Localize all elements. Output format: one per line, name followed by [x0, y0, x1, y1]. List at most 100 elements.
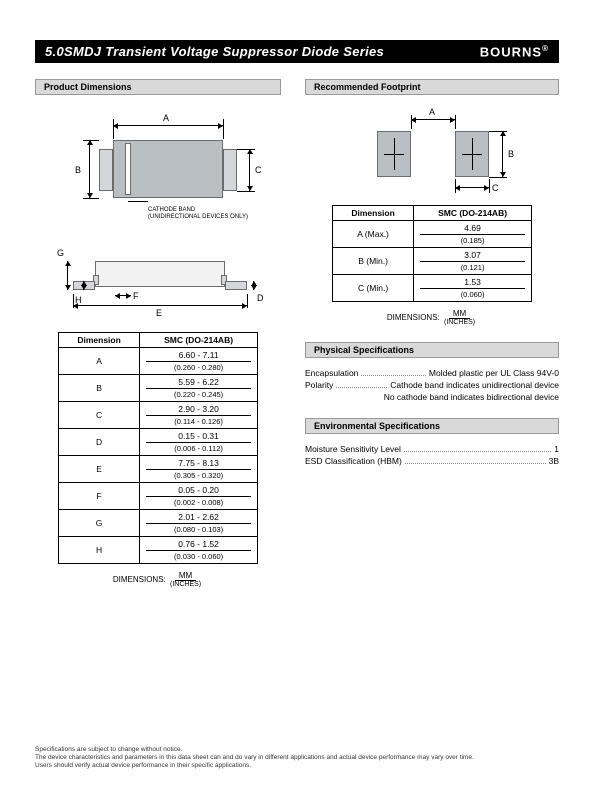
val-in: (0.030 - 0.060): [146, 550, 251, 561]
cell-val: 5.59 - 6.22(0.220 - 0.245): [140, 375, 258, 402]
dim-label-a: A: [163, 113, 169, 123]
section-env-specs: Environmental Specifications: [305, 418, 559, 434]
table-row: B (Min.)3.07(0.121): [333, 248, 532, 275]
table-row: A (Max.)4.69(0.185): [333, 221, 532, 248]
ext-line: [247, 294, 248, 308]
section-recommended-footprint: Recommended Footprint: [305, 79, 559, 95]
dim-label-f: F: [133, 291, 139, 301]
cell-dim: F: [59, 483, 140, 510]
dim-arrow-g: [67, 261, 68, 290]
cell-val: 2.90 - 3.20(0.114 - 0.126): [140, 402, 258, 429]
table-row: D0.15 - 0.31(0.006 - 0.112): [59, 429, 258, 456]
footer-line: The device characteristics and parameter…: [35, 754, 559, 762]
cell-dim: B: [59, 375, 140, 402]
dim-arrow-b: [89, 140, 90, 198]
pkg-lead: [223, 149, 237, 191]
dim-arrow-f: [115, 295, 131, 296]
unit-in: (INCHES): [442, 319, 477, 326]
dim-unit-fraction: MM (INCHES): [442, 310, 477, 326]
datasheet-page: 5.0SMDJ Transient Voltage Suppressor Dio…: [0, 0, 594, 608]
dim-arrow-a: [113, 125, 223, 126]
spec-row: EncapsulationMolded plastic per UL Class…: [305, 368, 559, 378]
dim-label-g: G: [57, 248, 64, 258]
table-row: C2.90 - 3.20(0.114 - 0.126): [59, 402, 258, 429]
footprint-diagram: A B C: [332, 105, 532, 195]
val-in: (0.305 - 0.320): [146, 469, 251, 480]
dim-label-fp-b: B: [508, 149, 514, 159]
cell-dim: B (Min.): [333, 248, 414, 275]
cell-val: 4.69(0.185): [414, 221, 532, 248]
val-mm: 1.53: [420, 277, 525, 287]
cell-dim: D: [59, 429, 140, 456]
side-lead: [225, 281, 247, 290]
cell-dim: E: [59, 456, 140, 483]
val-in: (0.121): [420, 261, 525, 272]
footer-line: Specifications are subject to change wit…: [35, 746, 559, 754]
ext-line: [223, 119, 224, 139]
brand-logo: BOURNS®: [480, 44, 549, 59]
spec-label: Moisture Sensitivity Level: [305, 444, 401, 454]
footprint-pad: [377, 131, 411, 177]
section-product-dimensions: Product Dimensions: [35, 79, 281, 95]
content-columns: Product Dimensions A B: [35, 79, 559, 588]
cell-val: 1.53(0.060): [414, 275, 532, 302]
cathode-note-l1: CATHODE BAND: [148, 207, 248, 214]
dimensions-table: Dimension SMC (DO-214AB) A6.60 - 7.11(0.…: [58, 332, 258, 564]
dim-arrow-fp-a: [411, 119, 455, 120]
val-mm: 4.69: [420, 223, 525, 233]
title-bar: 5.0SMDJ Transient Voltage Suppressor Dio…: [35, 40, 559, 63]
dim-label-c: C: [255, 165, 262, 175]
dim-unit-fraction: MM (INCHES): [168, 572, 203, 588]
val-mm: 0.76 - 1.52: [146, 539, 251, 549]
top-view-diagram: A B C CATHODE BAND (UNIDIRECTIONAL DEVIC…: [53, 105, 263, 235]
ext-line: [489, 177, 507, 178]
table-row: G2.01 - 2.62(0.080 - 0.103): [59, 510, 258, 537]
spec-label: Polarity: [305, 380, 333, 390]
dim-arrow-fp-b: [502, 131, 503, 177]
cathode-note-l2: (UNIDIRECTIONAL DEVICES ONLY): [148, 214, 248, 221]
ext-line: [83, 198, 99, 199]
cathode-note: CATHODE BAND (UNIDIRECTIONAL DEVICES ONL…: [148, 207, 248, 220]
cell-val: 0.15 - 0.31(0.006 - 0.112): [140, 429, 258, 456]
ext-line: [489, 179, 490, 193]
dimensions-note: DIMENSIONS: MM (INCHES): [35, 572, 281, 588]
val-in: (0.080 - 0.103): [146, 523, 251, 534]
val-mm: 0.05 - 0.20: [146, 485, 251, 495]
cell-val: 6.60 - 7.11(0.260 - 0.280): [140, 348, 258, 375]
val-in: (0.185): [420, 234, 525, 245]
unit-mm: MM: [175, 571, 196, 581]
table-row: A6.60 - 7.11(0.260 - 0.280): [59, 348, 258, 375]
table-row: F0.05 - 0.20(0.002 - 0.008): [59, 483, 258, 510]
cell-dim: G: [59, 510, 140, 537]
dim-label-d: D: [257, 293, 264, 303]
unit-in: (INCHES): [168, 581, 203, 588]
right-column: Recommended Footprint A B C: [305, 79, 559, 588]
footer-line: Users should verify actual device perfor…: [35, 762, 559, 770]
cell-dim: A: [59, 348, 140, 375]
spec-value: 1: [554, 444, 559, 454]
dim-label-fp-c: C: [492, 183, 499, 193]
val-in: (0.260 - 0.280): [146, 361, 251, 372]
val-mm: 5.59 - 6.22: [146, 377, 251, 387]
cell-dim: A (Max.): [333, 221, 414, 248]
dim-label-b: B: [75, 165, 81, 175]
cell-val: 7.75 - 8.13(0.305 - 0.320): [140, 456, 258, 483]
cell-val: 0.05 - 0.20(0.002 - 0.008): [140, 483, 258, 510]
val-mm: 2.90 - 3.20: [146, 404, 251, 414]
spec-value: 3B: [549, 456, 559, 466]
spec-value: Molded plastic per UL Class 94V-0: [429, 368, 559, 378]
footprint-pad: [455, 131, 489, 177]
brand-text: BOURNS: [480, 44, 542, 59]
val-in: (0.060): [420, 288, 525, 299]
dim-arrow-c: [249, 149, 250, 191]
pkg-lead: [99, 149, 113, 191]
dimensions-note: DIMENSIONS: MM (INCHES): [305, 310, 559, 326]
dim-note-label: DIMENSIONS:: [113, 575, 166, 584]
cathode-band: [125, 143, 131, 195]
col-package: SMC (DO-214AB): [140, 333, 258, 348]
page-title: 5.0SMDJ Transient Voltage Suppressor Dio…: [45, 44, 384, 59]
dim-arrow-e: [73, 305, 247, 306]
val-in: (0.220 - 0.245): [146, 388, 251, 399]
cell-val: 2.01 - 2.62(0.080 - 0.103): [140, 510, 258, 537]
spec-row: ESD Classification (HBM)3B: [305, 456, 559, 466]
